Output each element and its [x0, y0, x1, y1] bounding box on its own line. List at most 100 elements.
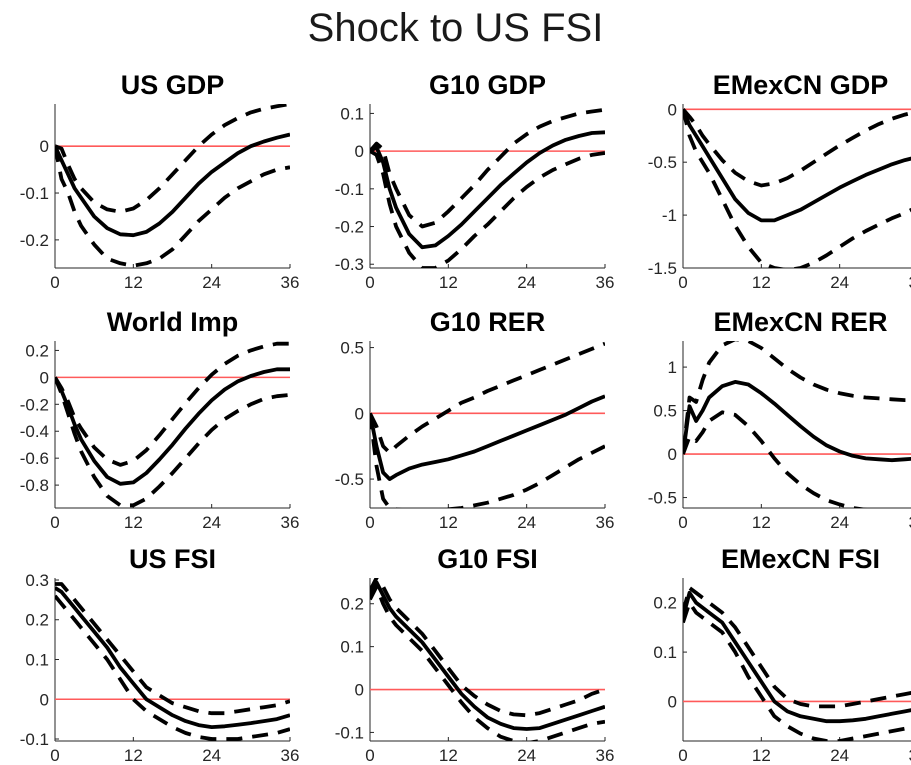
- median-line: [370, 130, 605, 250]
- y-tick-label: -0.1: [20, 730, 49, 749]
- x-tick-label: 36: [596, 513, 615, 532]
- x-tick-label: 12: [124, 746, 143, 765]
- lower-band-line: [683, 410, 868, 508]
- y-tick-label: 0: [355, 142, 364, 161]
- panel-title: G10 FSI: [437, 544, 538, 574]
- y-tick-label: -0.8: [20, 476, 49, 495]
- x-tick-label: 0: [50, 273, 59, 292]
- panel-g10-rer: G10 RER 0 12 24 36 0.5 0 -0.5: [335, 307, 615, 532]
- median-line: [683, 108, 911, 223]
- y-tick-label: 0.3: [25, 571, 49, 590]
- y-tick-label: -0.4: [20, 422, 49, 441]
- lower-band-line: [683, 108, 911, 268]
- y-tick-label: 0.1: [25, 651, 49, 670]
- x-tick-label: 24: [517, 513, 536, 532]
- y-tick-label: 0.1: [340, 104, 364, 123]
- panel-title: G10 GDP: [429, 70, 546, 100]
- upper-band-line: [683, 586, 911, 709]
- y-tick-label: -0.6: [20, 449, 49, 468]
- y-tick-label: 0.1: [653, 643, 677, 662]
- panel-title: US FSI: [129, 544, 216, 574]
- x-tick-label: 12: [439, 273, 458, 292]
- panel-emexcn-rer: EMexCN RER012243610.50-0.5: [648, 307, 911, 532]
- y-tick-label: 0.2: [25, 611, 49, 630]
- median-line: [55, 586, 290, 729]
- y-tick-label: 0.1: [340, 638, 364, 657]
- panel-emexcn-fsi: EMexCN FSI 0 12 24 36 0.2 0.1 0: [653, 544, 911, 765]
- panel-title: EMexCN FSI: [721, 544, 880, 574]
- x-tick-label: 0: [365, 746, 374, 765]
- x-tick-label: 0: [50, 746, 59, 765]
- median-line: [683, 379, 911, 463]
- y-tick-label: 0: [40, 368, 49, 387]
- upper-band-line: [370, 578, 605, 718]
- lower-band-line: [370, 584, 605, 741]
- median-line: [370, 580, 605, 731]
- x-tick-label: 12: [752, 513, 771, 532]
- y-tick-label: 0.2: [340, 595, 364, 614]
- y-tick-label: 0.5: [653, 402, 677, 421]
- x-tick-label: 12: [752, 746, 771, 765]
- lower-band-line: [55, 594, 290, 741]
- x-tick-label: 36: [596, 273, 615, 292]
- x-tick-label: 12: [752, 273, 771, 292]
- panel-us-gdp: US GDP 0 12 24 36 0 -0.1 -0.2: [20, 70, 300, 292]
- x-tick-label: 12: [439, 746, 458, 765]
- x-tick-label: 24: [517, 746, 536, 765]
- y-tick-label: -0.1: [335, 723, 364, 742]
- y-tick-label: -0.5: [335, 470, 364, 489]
- figure-title: Shock to US FSI: [307, 6, 604, 50]
- x-tick-label: 24: [202, 273, 221, 292]
- x-tick-label: 24: [202, 513, 221, 532]
- lower-band-line: [370, 149, 605, 268]
- x-tick-label: 0: [365, 273, 374, 292]
- lower-band-line: [55, 145, 290, 268]
- x-tick-label: 0: [678, 273, 687, 292]
- x-tick-label: 0: [678, 746, 687, 765]
- lower-band-line: [55, 376, 290, 508]
- x-tick-label: 36: [281, 746, 300, 765]
- y-tick-label: 0: [668, 445, 677, 464]
- y-tick-label: 1: [668, 358, 677, 377]
- x-tick-label: 24: [517, 273, 536, 292]
- x-tick-label: 12: [439, 513, 458, 532]
- panel-world-imp: World Imp 0 12 24 36 0.2 0 -0.2 -0.4 -0.6 -0.8: [20, 307, 300, 532]
- lower-band-line: [683, 600, 911, 741]
- y-tick-label: 0.2: [25, 341, 49, 360]
- y-tick-label: -0.2: [20, 395, 49, 414]
- x-tick-label: 24: [202, 746, 221, 765]
- upper-band-line: [55, 341, 290, 467]
- x-tick-label: 0: [678, 513, 687, 532]
- y-tick-label: 0: [668, 100, 677, 119]
- upper-band-line: [683, 108, 911, 188]
- median-line: [683, 590, 911, 724]
- median-line: [370, 394, 605, 482]
- y-tick-label: -0.3: [335, 255, 364, 274]
- panel-title: EMexCN RER: [713, 307, 887, 337]
- panel-g10-gdp: G10 GDP 0 12 24 36 0.1 0 -0.1 -0.2 -0.3: [335, 70, 615, 292]
- panel-title: G10 RER: [430, 307, 546, 337]
- median-line: [55, 367, 290, 486]
- panel-title: EMexCN GDP: [713, 70, 889, 100]
- x-tick-label: 36: [596, 746, 615, 765]
- y-tick-label: 0: [40, 137, 49, 156]
- x-tick-label: 12: [124, 513, 143, 532]
- upper-band-line: [370, 107, 605, 229]
- y-tick-label: -1: [662, 206, 677, 225]
- y-tick-label: -0.2: [335, 218, 364, 237]
- median-line: [55, 132, 290, 238]
- panel-title: US GDP: [121, 70, 225, 100]
- panel-title: World Imp: [107, 307, 239, 337]
- y-tick-label: 0.5: [340, 339, 364, 358]
- x-tick-label: 36: [909, 746, 911, 765]
- y-tick-label: -0.1: [20, 184, 49, 203]
- x-tick-label: 24: [830, 746, 849, 765]
- x-tick-label: 36: [909, 513, 911, 532]
- y-tick-label: 0.2: [653, 594, 677, 613]
- lower-band-line: [370, 413, 605, 508]
- y-tick-label: -0.1: [335, 180, 364, 199]
